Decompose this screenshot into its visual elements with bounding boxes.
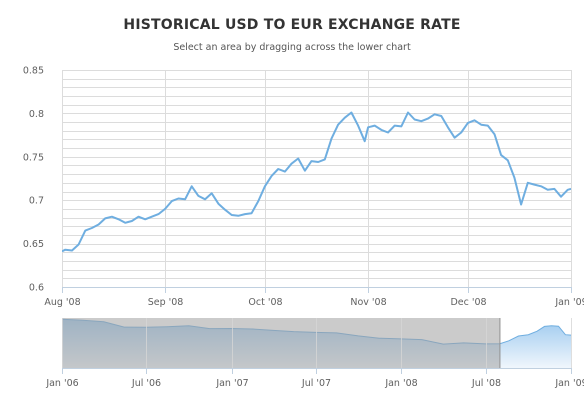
chart-title: HISTORICAL USD TO EUR EXCHANGE RATE bbox=[123, 17, 460, 33]
y-tick-label: 0.65 bbox=[23, 239, 44, 250]
x-tick-label: Jan '09 bbox=[554, 297, 584, 308]
navigator-mask[interactable] bbox=[62, 318, 500, 368]
navigator[interactable] bbox=[61, 318, 572, 368]
y-tick-label: 0.75 bbox=[23, 152, 44, 163]
x-tick-label: Nov '08 bbox=[350, 297, 386, 308]
chart-subtitle: Select an area by dragging across the lo… bbox=[173, 42, 411, 53]
y-tick-label: 0.8 bbox=[29, 109, 44, 120]
navigator-tick-label: Jan '06 bbox=[45, 378, 78, 389]
navigator-tick-label: Jan '09 bbox=[554, 378, 584, 389]
y-tick-label: 0.6 bbox=[29, 283, 44, 294]
x-tick-label: Dec '08 bbox=[450, 297, 486, 308]
navigator-tick-label: Jan '07 bbox=[215, 378, 248, 389]
navigator-tick-label: Jul '07 bbox=[301, 378, 331, 389]
x-tick-label: Sep '08 bbox=[148, 297, 184, 308]
navigator-x-axis: Jan '06 Jul '06 Jan '07 Jul '07 Jan '08 Jul '… bbox=[45, 368, 584, 389]
x-tick-label: Aug '08 bbox=[44, 297, 80, 308]
series-line[interactable] bbox=[62, 111, 571, 253]
y-tick-label: 0.85 bbox=[23, 66, 44, 77]
x-tick-label: Oct '08 bbox=[248, 297, 282, 308]
navigator-tick-label: Jul '06 bbox=[131, 378, 161, 389]
y-tick-label: 0.7 bbox=[29, 196, 44, 207]
main-y-axis: 0.6 0.65 0.7 0.75 0.8 0.85 bbox=[23, 66, 44, 294]
navigator-tick-label: Jul '08 bbox=[471, 378, 501, 389]
main-plot-area[interactable] bbox=[62, 111, 571, 253]
main-x-axis: Aug '08 Sep '08 Oct '08 Nov '08 Dec '08 Jan '… bbox=[44, 287, 584, 308]
main-grid bbox=[62, 70, 572, 288]
navigator-tick-label: Jan '08 bbox=[384, 378, 417, 389]
